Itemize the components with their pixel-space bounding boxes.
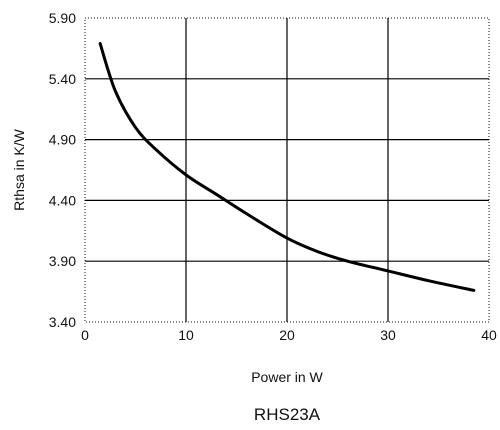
- gridlines: [85, 18, 489, 322]
- x-tick-label: 30: [380, 327, 396, 343]
- y-axis-label: Rthsa in K/W: [11, 128, 27, 210]
- x-tick-label: 40: [481, 327, 497, 343]
- y-tick-label: 5.90: [49, 10, 76, 26]
- series-layer: [98, 42, 476, 292]
- x-axis-label: Power in W: [251, 369, 323, 385]
- x-tick-label: 0: [81, 327, 89, 343]
- y-tick-label: 3.40: [49, 314, 76, 330]
- x-tick-label: 10: [178, 327, 194, 343]
- y-tick-label: 3.90: [49, 253, 76, 269]
- y-tick-label: 4.90: [49, 132, 76, 148]
- tick-labels: 0 10 20 30 40 3.40 3.90 4.40 4.90 5.40 5.90: [49, 10, 497, 343]
- chart-caption: RHS23A: [254, 405, 321, 424]
- y-tick-label: 5.40: [49, 71, 76, 87]
- y-tick-label: 4.40: [49, 192, 76, 208]
- x-tick-label: 20: [279, 327, 295, 343]
- series-line-0: [98, 42, 476, 292]
